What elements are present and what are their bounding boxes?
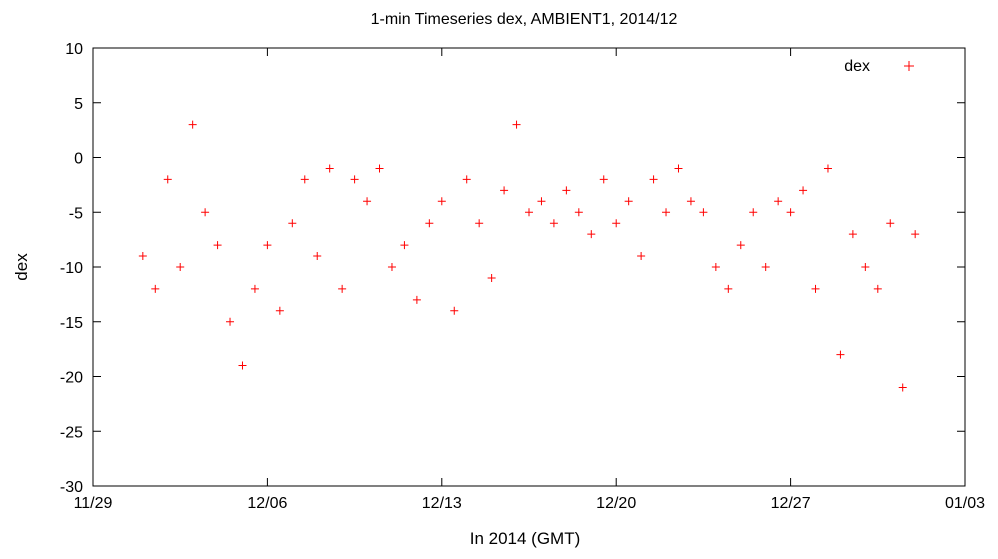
data-point [574,208,583,217]
legend-label: dex [844,58,870,75]
data-point [624,197,633,206]
data-point [537,197,546,206]
data-point [400,241,409,250]
data-point [412,295,421,304]
data-point [786,208,795,217]
data-point [774,197,783,206]
data-point [612,219,621,228]
data-point [363,197,372,206]
data-point [637,252,646,261]
data-point [823,164,832,173]
data-point [300,175,309,184]
data-point [861,263,870,271]
data-point [375,164,384,173]
data-point [250,284,259,293]
data-point [275,306,284,315]
data-point [387,263,396,271]
plot-frame [92,47,966,487]
x-tick-label: 12/20 [596,495,636,512]
x-tick-label: 11/29 [74,495,113,512]
data-point [325,164,334,173]
data-point [674,164,683,173]
data-point [263,241,272,250]
data-point [151,284,160,293]
data-point [749,208,758,217]
data-point [525,208,533,217]
y-tick-label: 5 [74,96,83,113]
data-point [238,361,247,370]
data-point [313,252,322,261]
data-point [163,175,172,184]
x-axis: 11/29 12/06 12/13 12/20 12/27 01/03 [74,48,985,512]
y-tick-label: -25 [60,424,83,441]
data-point [898,383,907,392]
chart-title: 1-min Timeseries dex, AMBIENT1, 2014/12 [371,11,678,28]
data-point [848,230,857,239]
data-point [450,306,459,315]
y-tick-label: -15 [60,315,83,332]
x-tick-label: 12/06 [247,495,287,512]
data-point [176,263,185,271]
x-tick-label: 01/03 [945,495,985,512]
data-point [425,219,434,228]
data-point [587,230,596,239]
legend-marker [904,61,914,71]
data-point [562,186,571,195]
data-point [188,120,197,129]
series-dex [138,120,920,392]
y-axis-label: dex [12,253,31,281]
x-axis-label: In 2014 (GMT) [470,529,581,548]
data-point [886,219,895,228]
data-point [487,273,496,282]
data-point [549,219,558,228]
legend: dex [844,58,914,75]
y-tick-label: 0 [74,151,83,168]
y-tick-label: -10 [60,260,83,277]
data-point [662,208,671,217]
data-point [724,284,733,293]
data-point [711,263,720,271]
y-tick-label: -20 [60,370,83,387]
data-point [599,175,608,184]
y-tick-label: 10 [65,41,83,58]
data-point [213,241,222,250]
data-point [761,263,770,271]
data-point [911,230,920,239]
data-point [338,284,347,293]
data-point [138,252,147,261]
y-axis: -30 -25 -20 -15 -10 -5 0 5 10 [60,41,965,496]
x-tick-label: 12/13 [422,495,462,512]
data-point [836,350,845,359]
data-point [288,219,297,228]
data-point [201,208,210,217]
data-point [649,175,658,184]
data-point [736,241,745,250]
y-tick-label: -5 [69,205,83,222]
data-point [437,197,446,206]
data-point [811,284,820,293]
y-tick-label: -30 [60,479,83,496]
data-point [500,186,509,195]
data-point [350,175,359,184]
data-point [462,175,471,184]
data-point [686,197,695,206]
data-point [512,120,521,129]
x-tick-label: 12/27 [771,495,811,512]
data-point [799,186,808,195]
data-point [873,284,882,293]
data-point [475,219,484,228]
data-point [226,317,235,326]
data-point [699,208,708,217]
